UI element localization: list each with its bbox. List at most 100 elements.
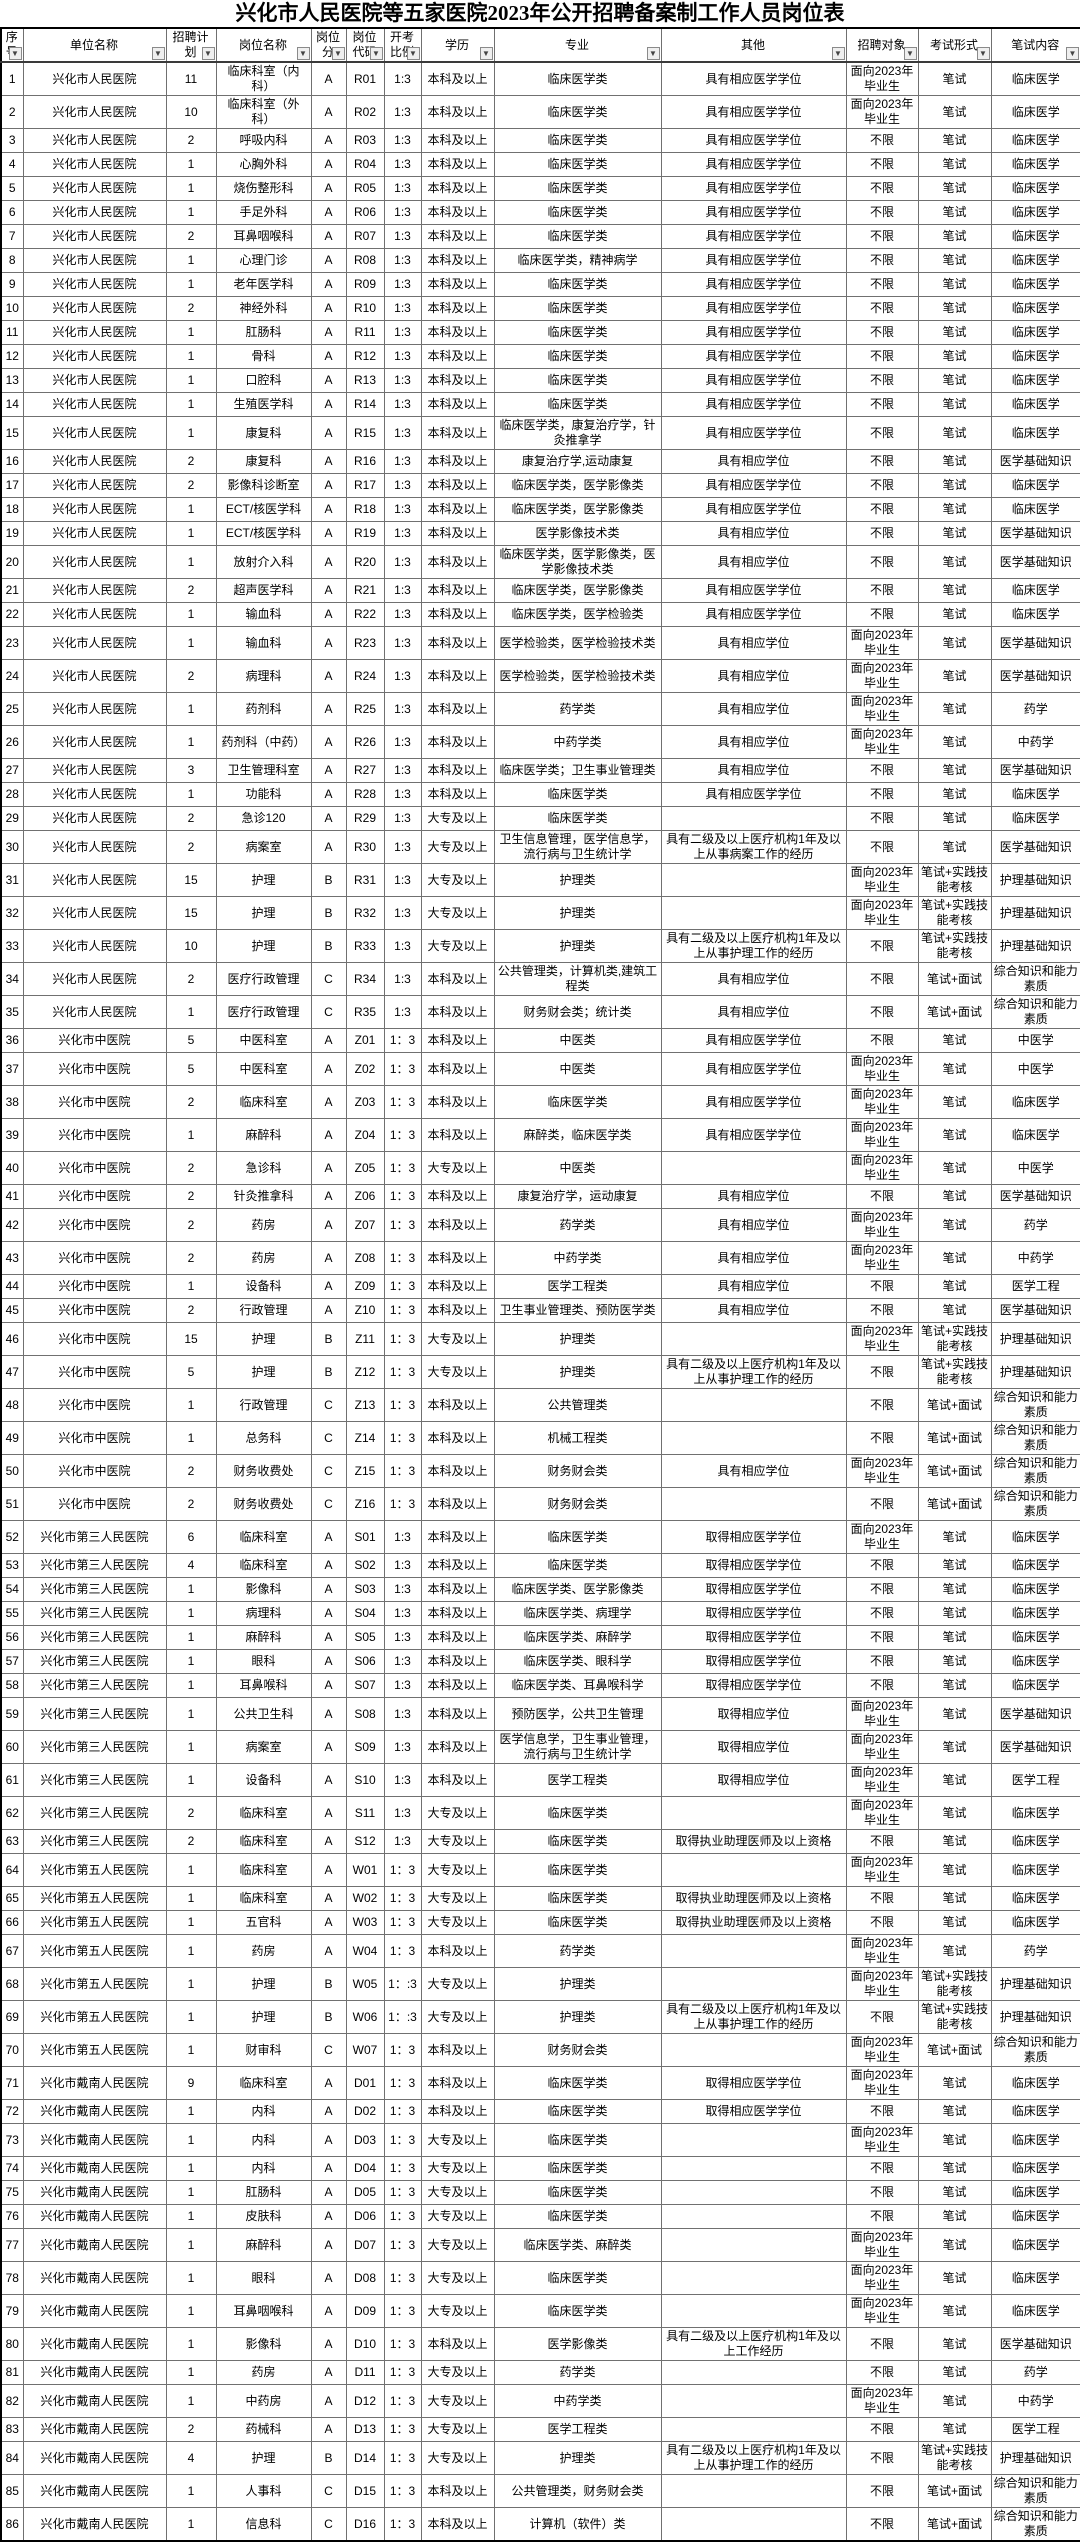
cell-gangwei-mingcheng[interactable]: 生殖医学科 <box>215 392 312 417</box>
cell-zhuanye[interactable]: 中药学类 <box>493 725 662 759</box>
cell-zhuanye[interactable]: 公共管理类，计算机类,建筑工程类 <box>493 962 662 996</box>
cell-kaoshi-xingshi[interactable]: 笔试 <box>917 725 992 759</box>
cell-qita[interactable]: 取得执业助理医师及以上资格 <box>660 1829 847 1854</box>
cell-zhaopin-jihua[interactable]: 1 <box>165 2474 217 2508</box>
cell-zhaopin-jihua[interactable]: 11 <box>165 61 217 96</box>
cell-gangwei-fenlei[interactable]: A <box>310 2417 347 2442</box>
cell-qita[interactable]: 具有相应医学学位 <box>660 248 847 273</box>
cell-zhuanye[interactable]: 临床医学类 <box>493 296 662 321</box>
cell-xueli[interactable]: 本科及以上 <box>420 1934 495 1968</box>
cell-danwei-mingcheng[interactable]: 兴化市第三人民医院 <box>22 1577 167 1602</box>
cell-xueli[interactable]: 本科及以上 <box>420 1184 495 1209</box>
cell-xuhao[interactable]: 71 <box>0 2066 24 2100</box>
cell-gangwei-mingcheng[interactable]: 护理 <box>215 1355 312 1389</box>
cell-zhuanye[interactable]: 机械工程类 <box>493 1421 662 1455</box>
cell-kaikao-bili[interactable]: 1:3 <box>383 806 422 831</box>
cell-danwei-mingcheng[interactable]: 兴化市第三人民医院 <box>22 1730 167 1764</box>
cell-gangwei-mingcheng[interactable]: 药剂科（中药） <box>215 725 312 759</box>
cell-zhaopin-duixiang[interactable]: 面向2023年毕业生 <box>845 1118 919 1152</box>
cell-bishi-neirong[interactable]: 中药学 <box>990 725 1080 759</box>
cell-kaoshi-xingshi[interactable]: 笔试 <box>917 782 992 807</box>
cell-gangwei-mingcheng[interactable]: 内科 <box>215 2123 312 2157</box>
cell-xueli[interactable]: 本科及以上 <box>420 320 495 345</box>
cell-gangwei-daima[interactable]: R10 <box>345 296 385 321</box>
cell-xueli[interactable]: 本科及以上 <box>420 1553 495 1578</box>
cell-gangwei-fenlei[interactable]: A <box>310 2384 347 2418</box>
cell-zhaopin-duixiang[interactable]: 不限 <box>845 392 919 417</box>
cell-zhaopin-jihua[interactable]: 1 <box>165 1649 217 1674</box>
cell-zhuanye[interactable]: 护理类 <box>493 863 662 897</box>
cell-gangwei-daima[interactable]: R25 <box>345 692 385 726</box>
cell-zhaopin-duixiang[interactable]: 不限 <box>845 1298 919 1323</box>
cell-zhuanye[interactable]: 临床医学类 <box>493 2099 662 2124</box>
cell-zhaopin-jihua[interactable]: 3 <box>165 758 217 783</box>
cell-kaoshi-xingshi[interactable]: 笔试 <box>917 521 992 546</box>
cell-qita[interactable]: 具有相应学位 <box>660 659 847 693</box>
cell-kaikao-bili[interactable]: 1：3 <box>383 1388 422 1422</box>
cell-gangwei-daima[interactable]: S12 <box>345 1829 385 1854</box>
cell-zhaopin-jihua[interactable]: 1 <box>165 344 217 369</box>
cell-gangwei-mingcheng[interactable]: 护理 <box>215 2441 312 2475</box>
cell-kaikao-bili[interactable]: 1：3 <box>383 1052 422 1086</box>
cell-danwei-mingcheng[interactable]: 兴化市戴南人民医院 <box>22 2360 167 2385</box>
cell-gangwei-mingcheng[interactable]: ECT/核医学科 <box>215 521 312 546</box>
cell-zhuanye[interactable]: 临床医学类、麻醉学 <box>493 1625 662 1650</box>
cell-xuhao[interactable]: 48 <box>0 1388 24 1422</box>
cell-xueli[interactable]: 本科及以上 <box>420 578 495 603</box>
cell-kaikao-bili[interactable]: 1：3 <box>383 2123 422 2157</box>
cell-xuhao[interactable]: 12 <box>0 344 24 369</box>
cell-bishi-neirong[interactable]: 综合知识和能力素质 <box>990 962 1080 996</box>
cell-zhaopin-duixiang[interactable]: 不限 <box>845 2000 919 2034</box>
cell-gangwei-mingcheng[interactable]: 麻醉科 <box>215 1118 312 1152</box>
cell-zhaopin-duixiang[interactable]: 面向2023年毕业生 <box>845 692 919 726</box>
cell-qita[interactable]: 取得相应医学学位 <box>660 1577 847 1602</box>
cell-kaikao-bili[interactable]: 1：3 <box>383 1085 422 1119</box>
cell-zhuanye[interactable]: 财务财会类 <box>493 2033 662 2067</box>
cell-bishi-neirong[interactable]: 临床医学 <box>990 61 1080 96</box>
cell-bishi-neirong[interactable]: 中医学 <box>990 1052 1080 1086</box>
cell-kaikao-bili[interactable]: 1:3 <box>383 896 422 930</box>
cell-gangwei-daima[interactable]: R22 <box>345 602 385 627</box>
cell-gangwei-daima[interactable]: S05 <box>345 1625 385 1650</box>
cell-xuhao[interactable]: 56 <box>0 1625 24 1650</box>
cell-zhaopin-jihua[interactable]: 2 <box>165 1241 217 1275</box>
cell-zhaopin-jihua[interactable]: 2 <box>165 1184 217 1209</box>
cell-gangwei-daima[interactable]: Z04 <box>345 1118 385 1152</box>
cell-zhaopin-jihua[interactable]: 2 <box>165 806 217 831</box>
cell-xuhao[interactable]: 55 <box>0 1601 24 1626</box>
cell-kaoshi-xingshi[interactable]: 笔试 <box>917 1241 992 1275</box>
cell-bishi-neirong[interactable]: 临床医学 <box>990 782 1080 807</box>
cell-gangwei-daima[interactable]: D12 <box>345 2384 385 2418</box>
cell-zhaopin-duixiang[interactable]: 不限 <box>845 2204 919 2229</box>
cell-kaikao-bili[interactable]: 1:3 <box>383 626 422 660</box>
cell-zhaopin-duixiang[interactable]: 不限 <box>845 497 919 522</box>
cell-kaoshi-xingshi[interactable]: 笔试 <box>917 578 992 603</box>
cell-zhuanye[interactable]: 护理类 <box>493 2441 662 2475</box>
cell-xuhao[interactable]: 61 <box>0 1763 24 1797</box>
cell-kaikao-bili[interactable]: 1:3 <box>383 725 422 759</box>
cell-gangwei-fenlei[interactable]: A <box>310 473 347 498</box>
cell-danwei-mingcheng[interactable]: 兴化市人民医院 <box>22 320 167 345</box>
cell-zhuanye[interactable]: 临床医学类 <box>493 2204 662 2229</box>
cell-xuhao[interactable]: 44 <box>0 1274 24 1299</box>
cell-kaikao-bili[interactable]: 1：3 <box>383 2327 422 2361</box>
cell-gangwei-mingcheng[interactable]: 心胸外科 <box>215 152 312 177</box>
cell-qita[interactable]: 取得相应医学学位 <box>660 1601 847 1626</box>
cell-kaoshi-xingshi[interactable]: 笔试 <box>917 344 992 369</box>
cell-danwei-mingcheng[interactable]: 兴化市人民医院 <box>22 521 167 546</box>
cell-zhuanye[interactable]: 护理类 <box>493 929 662 963</box>
cell-kaoshi-xingshi[interactable]: 笔试 <box>917 758 992 783</box>
cell-kaikao-bili[interactable]: 1:3 <box>383 61 422 96</box>
cell-zhuanye[interactable]: 临床医学类 <box>493 2123 662 2157</box>
cell-qita[interactable]: 取得相应学位 <box>660 1730 847 1764</box>
cell-kaikao-bili[interactable]: 1：3 <box>383 2099 422 2124</box>
cell-zhaopin-duixiang[interactable]: 不限 <box>845 2441 919 2475</box>
cell-kaikao-bili[interactable]: 1:3 <box>383 1577 422 1602</box>
cell-gangwei-daima[interactable]: R23 <box>345 626 385 660</box>
cell-gangwei-fenlei[interactable]: B <box>310 2441 347 2475</box>
cell-danwei-mingcheng[interactable]: 兴化市第三人民医院 <box>22 1763 167 1797</box>
cell-qita[interactable]: 具有相应医学学位 <box>660 416 847 450</box>
cell-zhaopin-jihua[interactable]: 1 <box>165 602 217 627</box>
cell-gangwei-daima[interactable]: S06 <box>345 1649 385 1674</box>
cell-xueli[interactable]: 本科及以上 <box>420 2099 495 2124</box>
